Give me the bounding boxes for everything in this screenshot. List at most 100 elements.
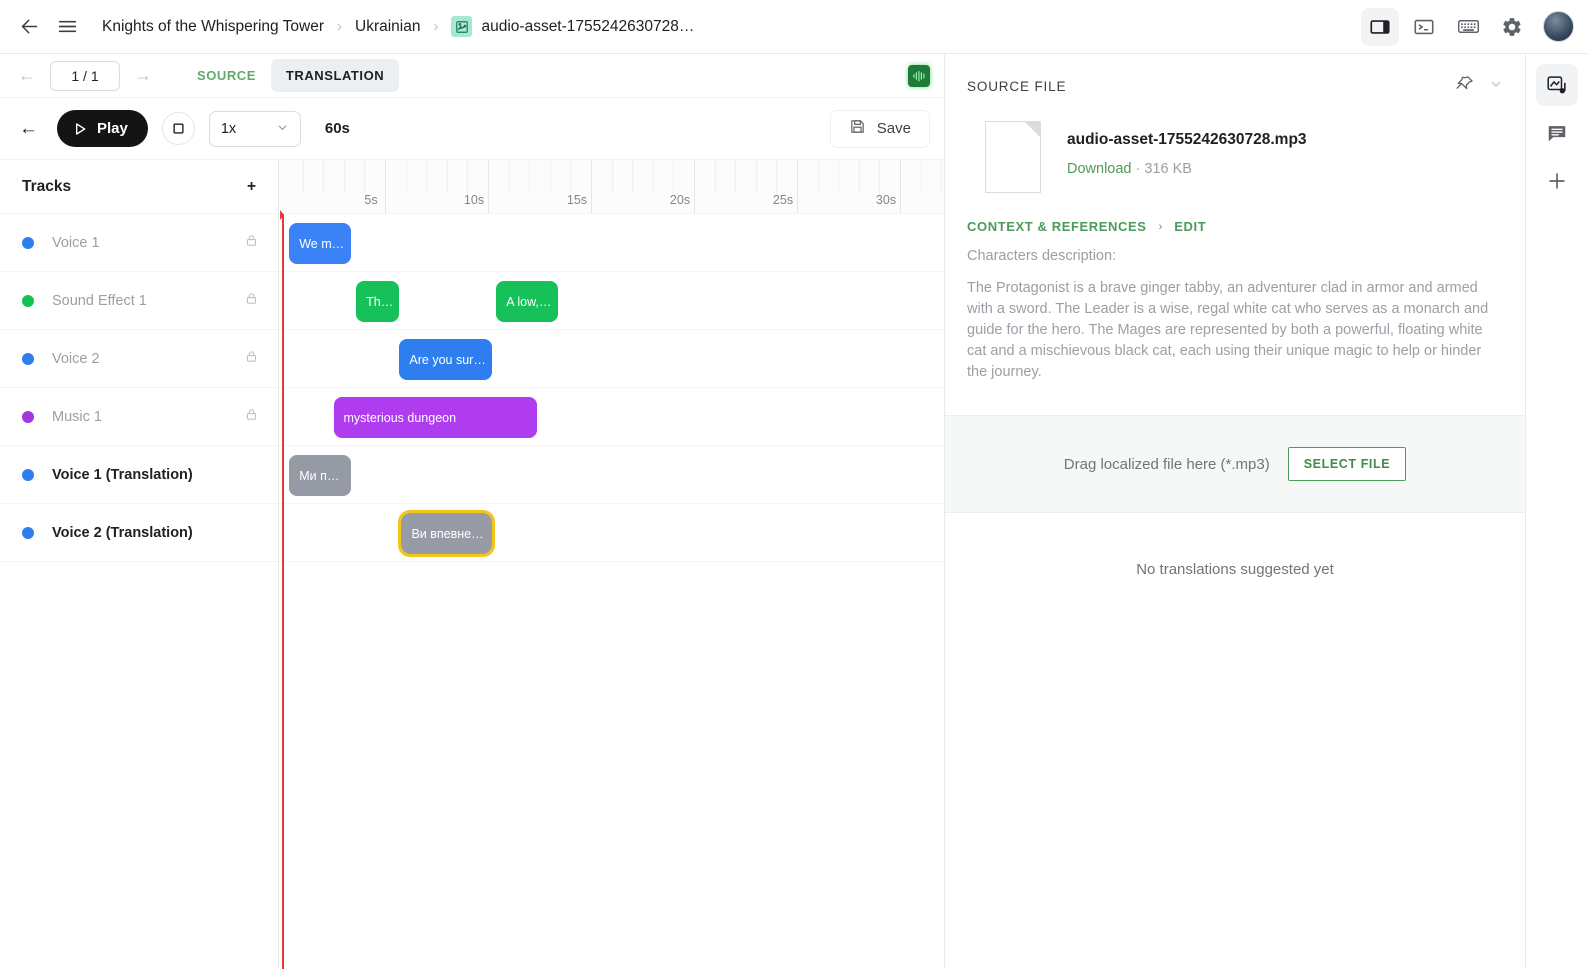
terminal-icon[interactable]: [1405, 8, 1443, 46]
timeline-lane[interactable]: We m…: [279, 214, 944, 272]
ruler-minor-tick: [364, 160, 366, 194]
floppy-disk-icon: [849, 118, 866, 139]
gear-icon[interactable]: [1493, 8, 1531, 46]
ruler-tick-label: 20s: [669, 193, 691, 207]
ruler-tick-label: 5s: [364, 193, 378, 207]
waveform-icon[interactable]: [908, 64, 930, 87]
timeline-clip-selected[interactable]: Ви впевне…: [398, 510, 496, 557]
tab-translation[interactable]: TRANSLATION: [270, 59, 400, 92]
timeline-lane[interactable]: Are you sur…: [279, 330, 944, 388]
tab-source[interactable]: SOURCE: [197, 68, 256, 83]
track-header[interactable]: Sound Effect 1: [0, 272, 278, 330]
ruler-minor-tick: [776, 160, 778, 194]
ruler-tick-label: 15s: [566, 193, 588, 207]
edit-link[interactable]: EDIT: [1174, 219, 1207, 234]
player-toolbar: ← Play 1x 60s: [0, 98, 944, 160]
ruler-tick-label: 10s: [463, 193, 485, 207]
ruler-minor-tick: [632, 160, 634, 194]
ruler-minor-tick: [838, 160, 840, 194]
layout-panel-icon[interactable]: [1361, 7, 1399, 46]
track-header[interactable]: Voice 1 (Translation): [0, 446, 278, 504]
ruler-minor-tick: [941, 160, 943, 194]
avatar[interactable]: [1543, 11, 1574, 42]
ruler-minor-tick: [652, 160, 654, 194]
ruler-minor-tick: [405, 160, 407, 194]
ruler-minor-tick: [817, 160, 819, 194]
chevron-down-icon[interactable]: [1489, 77, 1503, 96]
context-references-link[interactable]: CONTEXT & REFERENCES: [967, 219, 1147, 234]
lock-icon[interactable]: [244, 349, 259, 369]
track-header[interactable]: Voice 1: [0, 214, 278, 272]
breadcrumb-file-label: audio-asset-1755242630728…: [481, 17, 695, 35]
play-button[interactable]: Play: [57, 110, 148, 147]
top-bar: Knights of the Whispering Tower › Ukrain…: [0, 0, 1588, 54]
timeline-lane[interactable]: Ми п…: [279, 446, 944, 504]
timeline-clip[interactable]: We m…: [289, 223, 351, 264]
audio-asset-icon[interactable]: [1536, 64, 1578, 106]
add-track-button[interactable]: +: [246, 177, 256, 195]
lock-icon[interactable]: [244, 233, 259, 253]
ruler-major-tick: [797, 160, 798, 214]
prev-page-button[interactable]: ←: [18, 65, 36, 85]
timeline-clip[interactable]: A low,…: [496, 281, 559, 322]
playback-speed-select[interactable]: 1x: [208, 110, 301, 147]
playhead[interactable]: [280, 210, 284, 969]
track-header[interactable]: Voice 2 (Translation): [0, 504, 278, 562]
breadcrumb-item-project[interactable]: Knights of the Whispering Tower: [102, 17, 324, 35]
timeline-empty-area[interactable]: [279, 562, 944, 962]
track-header[interactable]: Voice 2: [0, 330, 278, 388]
ruler-major-tick: [900, 160, 901, 214]
track-color-dot: [22, 294, 34, 307]
timeline-ruler[interactable]: 5s 10s 15s 20s 25s 30s: [279, 160, 944, 214]
file-sub-separator: ·: [1135, 161, 1141, 177]
stop-square-icon[interactable]: [161, 112, 195, 145]
pin-icon[interactable]: [1455, 74, 1475, 99]
ruler-minor-tick: [714, 160, 716, 194]
keyboard-icon[interactable]: [1449, 8, 1487, 46]
characters-description-text: The Protagonist is a brave ginger tabby,…: [967, 280, 1489, 380]
track-color-dot: [22, 352, 34, 365]
page-indicator[interactable]: 1 / 1: [50, 60, 120, 91]
ruler-minor-tick: [673, 160, 675, 194]
timeline-lane[interactable]: Ви впевне…: [279, 504, 944, 562]
timeline-clip[interactable]: mysterious dungeon: [333, 397, 538, 438]
timeline-lane[interactable]: mysterious dungeon: [279, 388, 944, 446]
breadcrumb-separator: ›: [433, 18, 439, 35]
timeline-lane[interactable]: Th… A low,…: [279, 272, 944, 330]
lock-icon[interactable]: [244, 291, 259, 311]
editor-pane: ← 1 / 1 → SOURCE TRANSLATION ← Play: [0, 54, 945, 969]
back-icon[interactable]: [10, 8, 48, 46]
save-button[interactable]: Save: [829, 109, 930, 148]
select-file-button[interactable]: SELECT FILE: [1287, 447, 1407, 481]
plus-icon[interactable]: [1536, 160, 1578, 202]
timeline-clip[interactable]: Ми п…: [289, 455, 351, 496]
source-file-panel: SOURCE FILE audio-asset-1755242630728.mp…: [945, 54, 1525, 969]
ruler-minor-tick: [920, 160, 922, 194]
timeline-clip[interactable]: Th…: [356, 281, 400, 322]
localized-file-dropzone[interactable]: Drag localized file here (*.mp3) SELECT …: [945, 415, 1525, 513]
hamburger-menu-icon[interactable]: [48, 8, 86, 46]
breadcrumb-item-language[interactable]: Ukrainian: [355, 17, 421, 35]
breadcrumb-item-file[interactable]: audio-asset-1755242630728…: [451, 16, 694, 37]
track-headers: Tracks + Voice 1 Sound Effect 1 Voice 2 Mus…: [0, 160, 279, 969]
timeline-lanes[interactable]: 5s 10s 15s 20s 25s 30s We m… Th… A low,… Are you…: [279, 160, 944, 969]
ruler-minor-tick: [755, 160, 757, 194]
download-link[interactable]: Download: [1067, 161, 1132, 177]
track-header[interactable]: Music 1: [0, 388, 278, 446]
save-button-label: Save: [876, 120, 911, 137]
breadcrumb-separator: ›: [337, 18, 342, 35]
timeline-clip[interactable]: Are you sur…: [399, 339, 493, 380]
next-page-button[interactable]: →: [134, 65, 152, 85]
track-color-dot: [22, 236, 34, 249]
ruler-minor-tick: [426, 160, 428, 194]
audio-file-icon: [451, 16, 473, 37]
ruler-minor-tick: [735, 160, 737, 194]
lock-icon[interactable]: [244, 407, 259, 427]
file-size: 316 KB: [1144, 161, 1192, 177]
toolbar-back-button[interactable]: ←: [19, 117, 38, 139]
comment-icon[interactable]: [1536, 112, 1578, 154]
track-color-dot: [22, 468, 34, 481]
source-panel-actions: [1455, 74, 1503, 99]
total-duration-label: 60s: [324, 120, 350, 137]
